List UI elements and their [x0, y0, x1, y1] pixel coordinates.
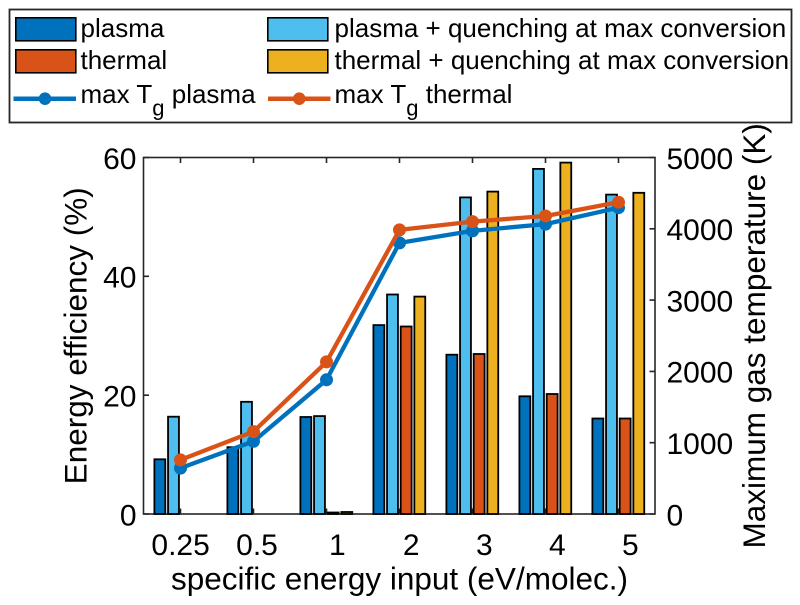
svg-text:2000: 2000 [667, 357, 734, 390]
svg-text:60: 60 [103, 143, 136, 176]
svg-text:3000: 3000 [667, 285, 734, 318]
svg-text:plasma + quenching at max conv: plasma + quenching at max conversion [335, 13, 787, 43]
svg-text:40: 40 [103, 262, 136, 295]
svg-text:0: 0 [120, 499, 137, 532]
svg-text:Energy efficiency (%): Energy efficiency (%) [58, 187, 94, 484]
svg-text:0: 0 [667, 499, 684, 532]
svg-text:thermal: thermal [81, 45, 168, 75]
svg-text:1000: 1000 [667, 428, 734, 461]
svg-text:2: 2 [403, 529, 420, 562]
svg-text:0.25: 0.25 [151, 529, 209, 562]
svg-text:5: 5 [622, 529, 639, 562]
svg-text:plasma: plasma [81, 13, 165, 43]
svg-text:20: 20 [103, 381, 136, 414]
svg-text:Maximum gas temperature (K): Maximum gas temperature (K) [736, 123, 772, 548]
svg-text:0.5: 0.5 [236, 529, 278, 562]
svg-text:specific energy input (eV/mole: specific energy input (eV/molec.) [171, 561, 628, 597]
svg-text:4: 4 [549, 529, 566, 562]
svg-text:5000: 5000 [667, 143, 734, 176]
svg-text:thermal + quenching at max con: thermal + quenching at max conversion [335, 45, 790, 75]
svg-text:3: 3 [476, 529, 493, 562]
svg-text:4000: 4000 [667, 214, 734, 247]
svg-text:1: 1 [329, 529, 346, 562]
